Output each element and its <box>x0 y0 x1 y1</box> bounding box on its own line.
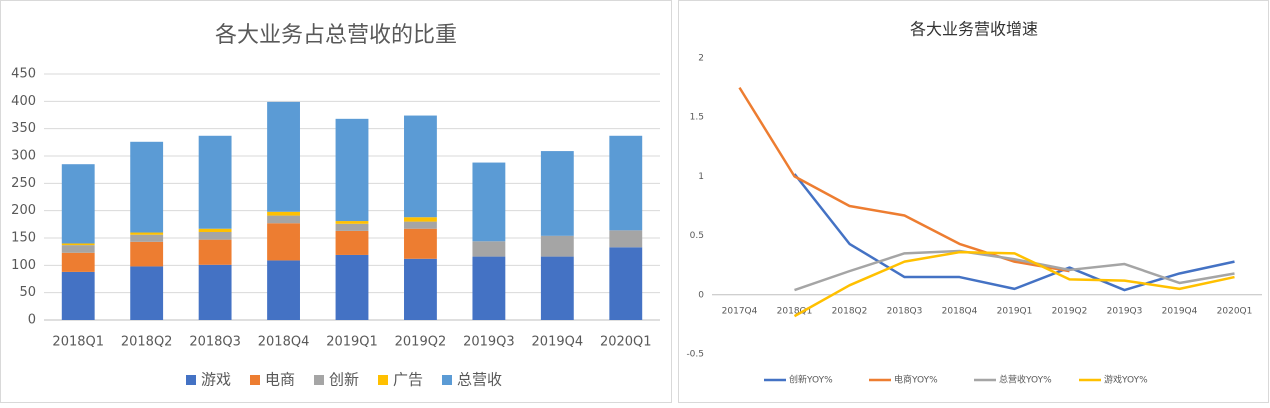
x-tick-label: 2018Q1 <box>777 307 813 317</box>
x-tick-label: 2019Q3 <box>463 335 515 350</box>
chart-title: 各大业务占总营收的比重 <box>215 23 457 48</box>
legend-label: 游戏YOY% <box>1104 374 1148 386</box>
line <box>738 86 1070 273</box>
y-tick-label: 50 <box>19 285 36 300</box>
x-tick-label: 2019Q3 <box>1107 307 1143 317</box>
chart-title: 各大业务营收增速 <box>910 20 1038 39</box>
legend-label: 电商YOY% <box>894 374 938 386</box>
line <box>793 250 1235 318</box>
legend-swatch <box>186 375 196 385</box>
y-tick-label: 300 <box>11 149 36 164</box>
y-tick-label: 0.5 <box>690 231 704 241</box>
x-tick-label: 2020Q1 <box>600 335 652 350</box>
bar-segment <box>267 101 300 212</box>
y-tick-label: 100 <box>11 258 36 273</box>
x-tick-label: 2018Q4 <box>942 307 978 317</box>
bar-segment <box>61 271 95 320</box>
bar-segment <box>130 266 164 320</box>
legend-label: 创新 <box>329 371 359 389</box>
bar-segment <box>540 235 574 257</box>
bar-segment <box>335 118 369 222</box>
bar-segment <box>61 252 95 272</box>
legend-swatch <box>378 375 388 385</box>
x-tick-label: 2019Q4 <box>532 335 584 350</box>
x-tick-label: 2018Q2 <box>832 307 868 317</box>
bar-segment <box>130 141 164 233</box>
x-tick-label: 2018Q2 <box>121 335 173 350</box>
legend-label: 总营收YOY% <box>999 374 1052 386</box>
bar-segment <box>335 223 369 231</box>
x-tick-label: 2019Q2 <box>1052 307 1088 317</box>
y-tick-label: 2 <box>698 54 704 64</box>
bar-segment <box>198 264 232 320</box>
legend-swatch <box>250 375 260 385</box>
bar-segment <box>61 245 95 253</box>
x-tick-label: 2019Q1 <box>326 335 378 350</box>
bar-segment <box>267 223 300 261</box>
y-tick-label: 350 <box>11 121 36 136</box>
y-tick-label: 1 <box>698 172 704 182</box>
bar-segment <box>198 228 232 232</box>
bar-segment <box>335 230 369 255</box>
x-tick-label: 2020Q1 <box>1217 307 1253 317</box>
y-tick-label: 450 <box>11 67 36 82</box>
bar-segment <box>61 243 95 246</box>
bar-segment <box>267 215 300 224</box>
bar-segment <box>609 247 643 320</box>
legend-label: 广告 <box>393 371 423 389</box>
bar-segment <box>198 239 232 265</box>
bar-segment <box>335 254 369 320</box>
bar-segment <box>198 135 232 229</box>
y-tick-label: 0 <box>28 313 36 328</box>
bar-segment <box>130 234 164 242</box>
y-tick-label: 250 <box>11 176 36 191</box>
y-tick-label: -0.5 <box>686 350 704 360</box>
legend-swatch <box>314 375 324 385</box>
bar-segment <box>540 151 574 236</box>
bar-segment <box>335 221 369 224</box>
bar-segment <box>130 232 164 235</box>
bar-segment <box>198 231 232 240</box>
y-tick-label: 200 <box>11 203 36 218</box>
bar-segment <box>404 115 437 218</box>
bar-segment <box>404 258 437 320</box>
line <box>793 173 1235 292</box>
bar-segment <box>404 217 437 222</box>
line <box>794 249 1235 292</box>
x-tick-label: 2018Q4 <box>258 335 310 350</box>
bar-segment <box>472 241 506 257</box>
bar-segment <box>540 256 574 320</box>
x-tick-label: 2018Q3 <box>887 307 923 317</box>
legend-label: 游戏 <box>201 371 231 389</box>
bar-segment <box>267 260 300 320</box>
bar-segment <box>609 135 643 231</box>
legend-label: 总营收 <box>457 371 502 389</box>
bar-segment <box>472 162 506 242</box>
bar-segment <box>61 164 95 244</box>
legend-label: 电商 <box>265 371 295 389</box>
x-tick-label: 2017Q4 <box>722 307 758 317</box>
legend-swatch <box>442 375 452 385</box>
legend-label: 创新YOY% <box>789 374 833 386</box>
panel-right <box>678 0 1269 403</box>
x-tick-label: 2019Q4 <box>1162 307 1198 317</box>
x-tick-label: 2018Q3 <box>189 335 241 350</box>
x-tick-label: 2019Q1 <box>997 307 1033 317</box>
bar-segment <box>472 256 506 320</box>
y-tick-label: 400 <box>11 94 36 109</box>
x-tick-label: 2018Q1 <box>52 335 104 350</box>
bar-segment <box>404 221 437 229</box>
y-tick-label: 150 <box>11 231 36 246</box>
x-tick-label: 2019Q2 <box>395 335 447 350</box>
bar-segment <box>404 228 437 259</box>
y-tick-label: 1.5 <box>690 113 704 123</box>
bar-segment <box>130 241 164 267</box>
bar-segment <box>267 211 300 216</box>
bar-segment <box>609 230 643 248</box>
y-tick-label: 0 <box>698 290 704 300</box>
